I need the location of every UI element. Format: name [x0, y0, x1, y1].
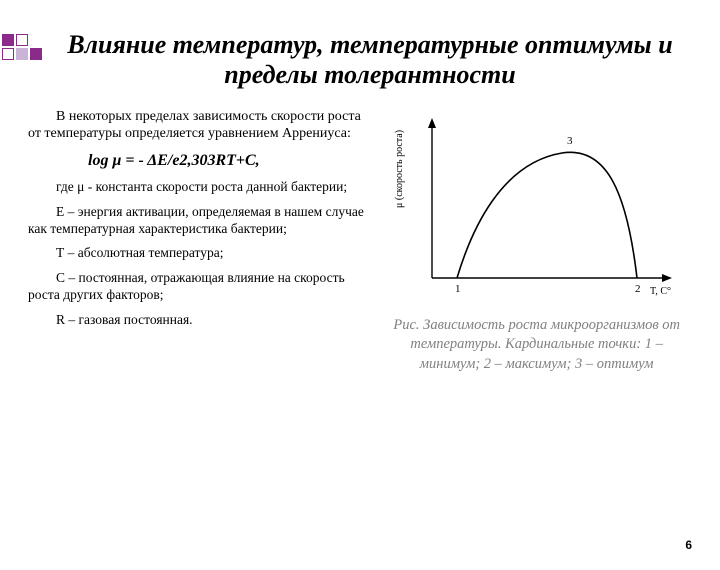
- text-column: В некоторых пределах зависимость скорост…: [28, 108, 371, 375]
- x-axis-label: T, C°: [650, 286, 671, 297]
- y-axis-label: μ (скорость роста): [394, 130, 405, 208]
- where-line: С – постоянная, отражающая влияние на ск…: [28, 270, 371, 304]
- mark-1: 1: [455, 283, 461, 295]
- content-row: В некоторых пределах зависимость скорост…: [0, 108, 720, 375]
- where-block: где μ - константа скорости роста данной …: [28, 179, 371, 329]
- page-number: 6: [685, 538, 692, 552]
- mark-2: 2: [635, 283, 641, 295]
- corner-decoration: [0, 30, 60, 70]
- where-line: Е – энергия активации, определяемая в на…: [28, 204, 371, 238]
- page-title: Влияние температур, температурные оптиму…: [60, 30, 680, 90]
- where-line: Т – абсолютная температура;: [28, 245, 371, 262]
- where-line: R – газовая постоянная.: [28, 312, 371, 329]
- figure-caption: Рис. Зависимость роста микроорганизмов о…: [381, 316, 692, 375]
- arrhenius-formula: log μ = - ΔE/e2,303RT+C,: [28, 151, 371, 171]
- intro-text: В некоторых пределах зависимость скорост…: [28, 108, 371, 143]
- growth-curve-chart: μ (скорость роста) T, C° 1 2 3: [392, 108, 682, 308]
- figure-column: μ (скорость роста) T, C° 1 2 3 Рис. Зави…: [381, 108, 692, 375]
- mark-3: 3: [567, 135, 573, 147]
- where-line: где μ - константа скорости роста данной …: [28, 179, 371, 196]
